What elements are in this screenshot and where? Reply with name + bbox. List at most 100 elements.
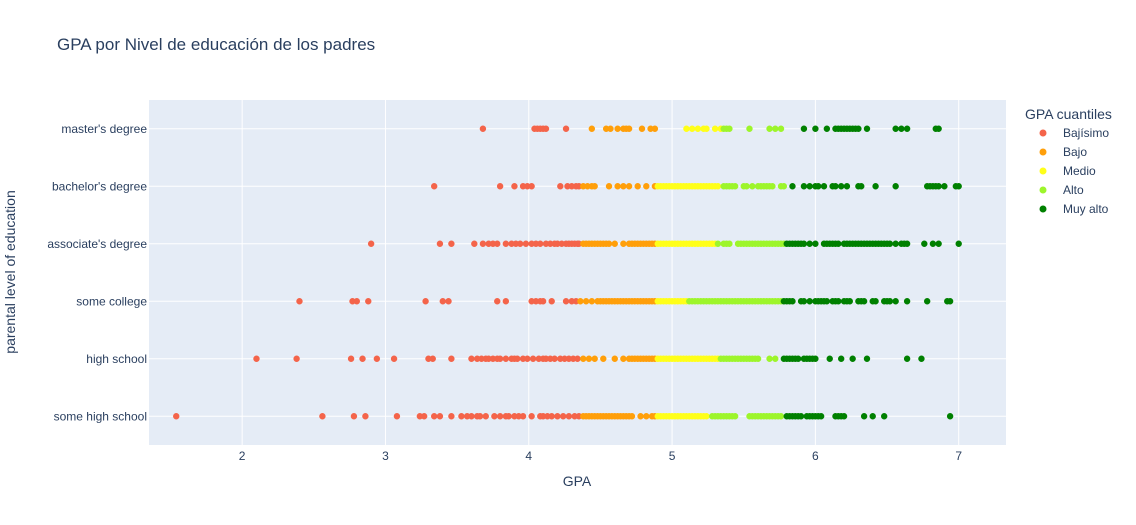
data-point	[519, 413, 527, 420]
data-point	[923, 298, 931, 305]
data-point	[528, 413, 535, 420]
data-point	[548, 413, 555, 420]
data-point	[837, 355, 845, 362]
data-point	[794, 355, 802, 362]
data-point	[860, 413, 868, 420]
data-point	[806, 183, 813, 190]
data-point	[600, 355, 607, 362]
legend: GPA cuantiles Bajísimo Bajo Medio Alto Muy a…	[1025, 106, 1112, 216]
data-point	[539, 298, 547, 305]
data-point	[529, 355, 537, 362]
data-point	[582, 298, 590, 305]
data-point	[605, 183, 613, 190]
data-point	[806, 240, 813, 247]
data-point	[420, 413, 428, 420]
data-point	[886, 240, 894, 247]
data-point	[637, 413, 644, 420]
data-point	[173, 413, 180, 420]
data-point	[840, 413, 848, 420]
data-point	[714, 183, 722, 190]
data-point	[688, 125, 696, 132]
data-point	[800, 240, 808, 247]
data-point	[832, 183, 839, 190]
legend-items: Bajísimo Bajo Medio Alto Muy alto	[1039, 126, 1109, 216]
data-point	[935, 240, 942, 247]
data-point	[614, 125, 621, 132]
data-point	[436, 413, 444, 420]
data-point	[430, 413, 438, 420]
data-point	[625, 183, 633, 190]
series-baj-simo	[173, 125, 583, 420]
x-axis-ticks: 2 3 4 5 6 7	[239, 449, 963, 463]
data-point	[849, 355, 856, 362]
data-point	[524, 355, 531, 362]
data-point	[935, 125, 942, 132]
data-point	[743, 183, 750, 190]
legend-label-alto: Alto	[1063, 183, 1084, 197]
data-point	[482, 413, 489, 420]
data-point	[511, 183, 518, 190]
data-point	[522, 240, 530, 247]
data-point	[542, 125, 550, 132]
data-point	[869, 413, 876, 420]
data-point	[714, 240, 722, 247]
data-point	[393, 413, 401, 420]
data-point	[502, 240, 510, 247]
data-point	[892, 125, 899, 132]
data-point	[445, 298, 452, 305]
legend-marker-alto	[1039, 186, 1047, 194]
data-point	[611, 355, 618, 362]
data-point	[429, 355, 436, 362]
x-tick-label: 6	[812, 449, 819, 463]
data-point	[777, 125, 785, 132]
data-point	[929, 240, 937, 247]
legend-marker-bajo	[1039, 148, 1047, 156]
data-point	[588, 125, 596, 132]
data-point	[903, 125, 911, 132]
data-point	[860, 298, 868, 305]
x-axis-title: GPA	[563, 473, 592, 489]
data-point	[353, 298, 361, 305]
chart-title: GPA por Nivel de educación de los padres	[57, 35, 375, 54]
data-point	[780, 183, 788, 190]
data-point	[502, 355, 510, 362]
data-point	[892, 240, 899, 247]
data-point	[789, 298, 796, 305]
data-point	[903, 240, 911, 247]
data-point	[946, 298, 954, 305]
data-point	[731, 183, 739, 190]
data-point	[946, 413, 954, 420]
data-point	[537, 240, 544, 247]
x-tick-label: 3	[382, 449, 389, 463]
data-point	[955, 240, 962, 247]
data-point	[754, 355, 762, 362]
data-point	[494, 240, 501, 247]
y-axis-title: parental level of education	[2, 190, 18, 353]
data-point	[476, 413, 484, 420]
data-point	[430, 183, 438, 190]
data-point	[611, 240, 618, 247]
data-point	[365, 298, 372, 305]
data-point	[812, 240, 819, 247]
data-point	[448, 240, 455, 247]
data-point	[585, 355, 593, 362]
data-point	[422, 298, 429, 305]
x-tick-label: 2	[239, 449, 246, 463]
x-tick-label: 7	[955, 449, 962, 463]
data-point	[367, 240, 375, 247]
data-point	[559, 413, 567, 420]
data-point	[846, 298, 853, 305]
data-point	[694, 125, 702, 132]
data-point	[703, 413, 710, 420]
data-point	[892, 298, 899, 305]
data-point	[625, 125, 633, 132]
data-point	[479, 125, 487, 132]
data-point	[293, 355, 300, 362]
data-point	[253, 355, 260, 362]
data-point	[562, 298, 570, 305]
data-point	[505, 413, 512, 420]
data-point	[955, 183, 962, 190]
data-point	[817, 413, 825, 420]
data-point	[628, 413, 636, 420]
data-point	[588, 298, 596, 305]
